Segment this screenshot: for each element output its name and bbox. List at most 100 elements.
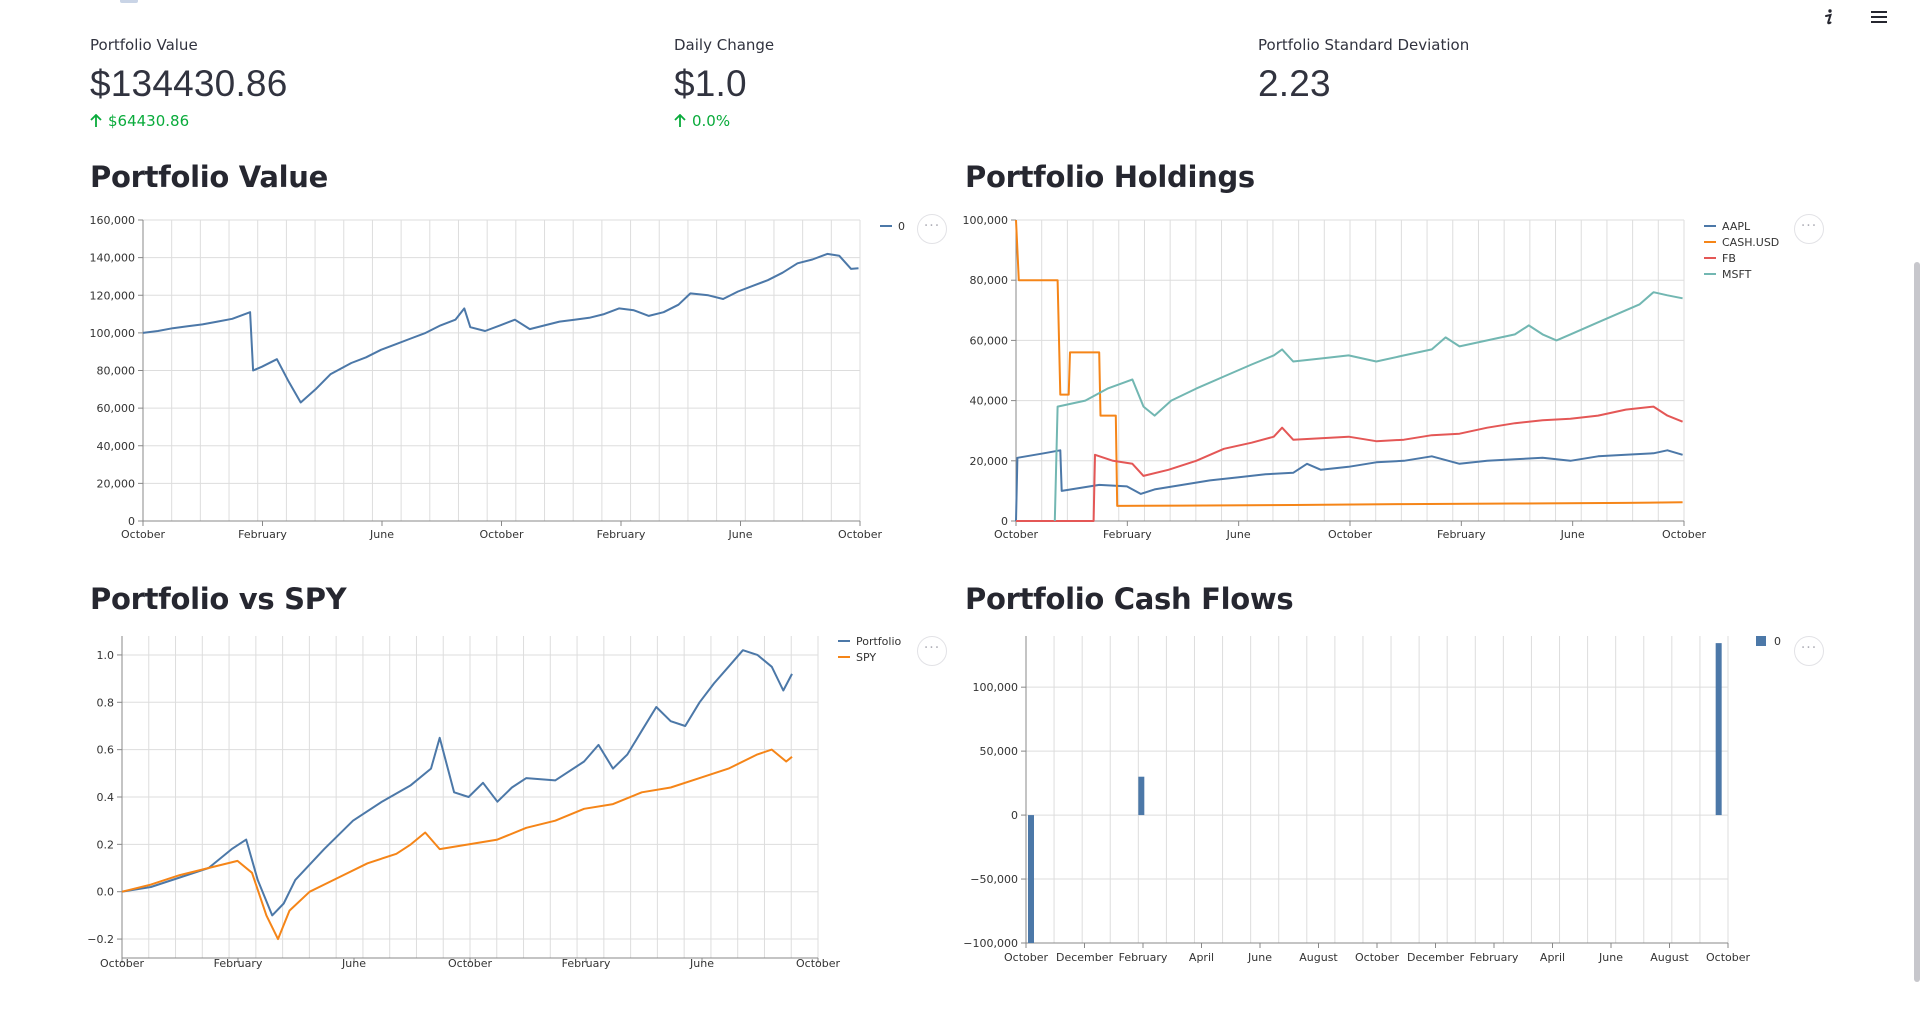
section-title-portfolio-holdings: Portfolio Holdings [965,160,1255,194]
x-tick-label: February [214,957,263,970]
info-icon[interactable] [1816,4,1842,30]
y-tick-label: 0.8 [97,696,115,709]
y-tick-label: 20,000 [970,455,1009,468]
x-tick-label: February [1470,951,1519,964]
y-tick-label: 0.0 [97,886,115,899]
y-tick-label: 60,000 [97,402,136,415]
metric-delta: 0.0% [674,112,1134,130]
series-line-0 [142,252,859,404]
x-tick-label: April [1189,951,1214,964]
x-tick-label: October [1706,951,1750,964]
series-line-portfolio [121,649,793,917]
chart-menu-button[interactable]: ··· [1794,636,1824,666]
legend-label: Portfolio [856,635,902,648]
y-tick-label: 160,000 [90,214,136,227]
cash-flow-bar [1715,643,1722,816]
metric-value: 2.23 [1258,63,1331,104]
series-line-cash-usd [1015,219,1683,507]
y-tick-label: 1.0 [97,649,115,662]
series-line-msft [1053,291,1683,522]
top-bar [0,0,1920,36]
y-tick-label: 0 [1011,809,1018,822]
x-tick-label: February [1103,528,1152,541]
x-tick-label: February [238,528,287,541]
x-tick-label: June [369,528,394,541]
metric-label: Portfolio Value [90,36,198,54]
section-title-portfolio-cash-flows: Portfolio Cash Flows [965,582,1294,616]
x-tick-label: October [448,957,492,970]
series-line-aapl [1015,449,1683,522]
x-tick-label: June [1247,951,1272,964]
y-tick-label: 40,000 [970,395,1009,408]
y-tick-label: 100,000 [90,327,136,340]
metric-delta: $64430.86 [90,112,550,130]
x-tick-label: August [1299,951,1338,964]
legend-label: MSFT [1722,268,1752,281]
legend-label: AAPL [1722,220,1751,233]
x-tick-label: June [1598,951,1623,964]
metric-value: $1.0 [674,63,747,104]
x-tick-label: October [1662,528,1706,541]
y-tick-label: −50,000 [970,873,1018,886]
y-tick-label: 0 [128,515,135,528]
chart-menu-button[interactable]: ··· [917,214,947,244]
x-tick-label: October [1355,951,1399,964]
chart-menu-button[interactable]: ··· [1794,214,1824,244]
metric-portfolio-value: Portfolio Value $134430.86 $64430.86 [90,34,550,130]
metric-label: Daily Change [674,36,775,54]
y-tick-label: 80,000 [97,365,136,378]
x-tick-label: February [562,957,611,970]
chart-0-group: 0 20,000 40,000 60,000 80,000 100,000 120,000 1… [90,214,906,541]
legend-swatch [1756,636,1766,646]
x-tick-label: February [1437,528,1486,541]
x-tick-label: October [1004,951,1048,964]
metric-daily-change: Daily Change $1.0 0.0% [674,34,1134,130]
y-tick-label: −0.2 [87,933,114,946]
series-line-fb [1016,405,1683,522]
deploy-stub [120,0,138,3]
x-tick-label: December [1056,951,1114,964]
x-tick-label: June [1226,528,1251,541]
x-tick-label: October [479,528,523,541]
chart-1-group: 0 20,000 40,000 60,000 80,000 100,000 October F… [963,214,1780,541]
y-tick-label: 140,000 [90,252,136,265]
series-line-spy [121,748,793,941]
x-tick-label: October [1328,528,1372,541]
section-title-portfolio-vs-spy: Portfolio vs SPY [90,582,347,616]
x-tick-label: June [728,528,753,541]
arrow-up-icon [674,114,686,127]
y-tick-label: 0.2 [97,838,115,851]
y-tick-label: 60,000 [970,334,1009,347]
metric-delta-value: 0.0% [692,112,731,130]
chart-2-group: −0.2 0.0 0.2 0.4 0.6 0.8 1.0 October February Jun… [87,635,901,970]
x-tick-label: June [341,957,366,970]
y-tick-label: 100,000 [963,214,1009,227]
x-tick-label: June [1560,528,1585,541]
y-tick-label: 0.4 [97,791,115,804]
metric-delta-value: $64430.86 [108,112,190,130]
y-tick-label: 20,000 [97,477,136,490]
hamburger-menu-icon[interactable] [1866,4,1892,30]
legend-label: 0 [898,220,905,233]
x-tick-label: December [1407,951,1465,964]
y-tick-label: 40,000 [97,440,136,453]
metric-value: $134430.86 [90,63,288,104]
y-tick-label: 80,000 [970,274,1009,287]
chart-menu-button[interactable]: ··· [917,636,947,666]
x-tick-label: February [1119,951,1168,964]
y-tick-label: 100,000 [973,681,1019,694]
x-tick-label: October [121,528,165,541]
x-tick-label: February [597,528,646,541]
cash-flow-bar [1138,776,1145,816]
page-scrollbar[interactable] [1914,262,1920,982]
x-tick-label: August [1650,951,1689,964]
x-tick-label: October [100,957,144,970]
chart-3-group: −100,000 −50,000 0 50,000 100,000 October Dece… [963,635,1781,964]
cash-flow-bar [1028,815,1034,943]
metric-portfolio-std-dev: Portfolio Standard Deviation 2.23 [1258,34,1718,106]
y-tick-label: 120,000 [90,289,136,302]
metric-label: Portfolio Standard Deviation [1258,36,1470,54]
x-tick-label: June [689,957,714,970]
y-tick-label: 0 [1001,515,1008,528]
